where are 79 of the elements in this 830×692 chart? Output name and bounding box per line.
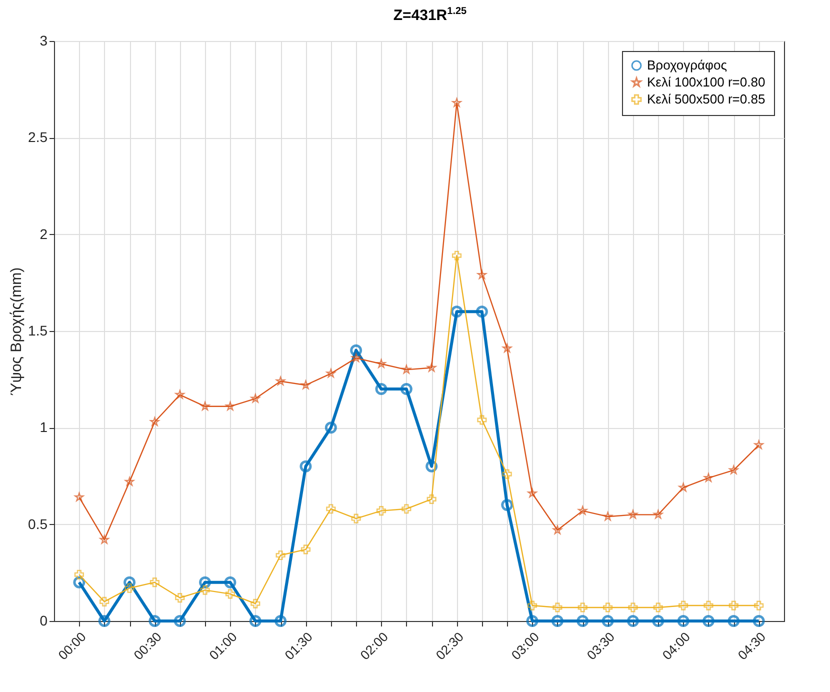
- point: [300, 544, 311, 554]
- point: [100, 596, 110, 606]
- point: [74, 492, 84, 502]
- point: [678, 482, 688, 492]
- point: [452, 250, 462, 260]
- point: [124, 583, 134, 593]
- point: [653, 602, 663, 612]
- point: [300, 460, 312, 472]
- point: [400, 383, 412, 395]
- point: [752, 615, 765, 627]
- point: [502, 469, 512, 479]
- point: [728, 615, 740, 627]
- point: [729, 465, 738, 474]
- point: [677, 615, 690, 627]
- point: [98, 615, 110, 627]
- point: [274, 615, 287, 627]
- point: [326, 504, 336, 514]
- point: [626, 615, 639, 627]
- point: [704, 600, 714, 610]
- y-tick-label: 0.5: [28, 516, 48, 532]
- point: [728, 600, 738, 610]
- point: [351, 353, 361, 362]
- point: [450, 306, 463, 318]
- point: [603, 602, 613, 612]
- point: [225, 589, 235, 599]
- point: [199, 576, 212, 588]
- point: [477, 270, 487, 279]
- y-tick-label: 0: [40, 612, 48, 628]
- point: [552, 525, 562, 534]
- y-axis-title: Ύψος Βροχής(mm): [8, 267, 26, 396]
- point: [576, 615, 589, 627]
- point: [754, 440, 764, 450]
- point: [426, 494, 436, 504]
- point: [527, 600, 538, 610]
- point: [174, 615, 186, 627]
- point: [74, 570, 84, 580]
- point: [678, 600, 688, 610]
- point: [250, 598, 260, 608]
- y-tick-label: 3: [40, 32, 48, 48]
- point: [552, 602, 562, 612]
- point: [324, 422, 337, 434]
- point: [476, 306, 488, 318]
- point: [628, 510, 638, 519]
- legend-label: Κελί 100x100 r=0.80: [647, 74, 766, 90]
- point: [652, 615, 664, 627]
- y-tick-label: 1: [40, 419, 48, 436]
- point: [276, 376, 286, 386]
- point: [375, 383, 388, 395]
- point: [124, 477, 134, 486]
- legend-label: Κελί 500x500 r=0.85: [647, 92, 766, 106]
- point: [578, 602, 588, 612]
- point: [224, 576, 236, 588]
- point: [551, 615, 564, 627]
- point: [351, 514, 361, 524]
- y-tick-label: 1.5: [28, 322, 48, 338]
- point: [350, 344, 362, 356]
- point: [501, 499, 514, 511]
- point: [200, 402, 210, 410]
- point: [477, 415, 487, 425]
- y-tick-label: 2.5: [28, 129, 48, 146]
- point: [276, 550, 286, 560]
- point: [148, 615, 161, 627]
- legend-label: Βροχογράφος: [647, 58, 727, 72]
- point: [249, 615, 262, 627]
- point: [376, 506, 386, 516]
- chart-title: Z=431R$^{1.25}$: [392, 5, 468, 26]
- point: [301, 380, 310, 390]
- point: [702, 615, 714, 627]
- point: [175, 593, 185, 603]
- point: [200, 585, 210, 595]
- point: [628, 602, 638, 612]
- y-tick-label: 2: [40, 226, 48, 242]
- point: [402, 504, 412, 514]
- point: [526, 615, 538, 627]
- point: [754, 600, 764, 610]
- point: [150, 578, 160, 588]
- point: [704, 473, 714, 482]
- point: [602, 615, 614, 627]
- point: [603, 512, 612, 521]
